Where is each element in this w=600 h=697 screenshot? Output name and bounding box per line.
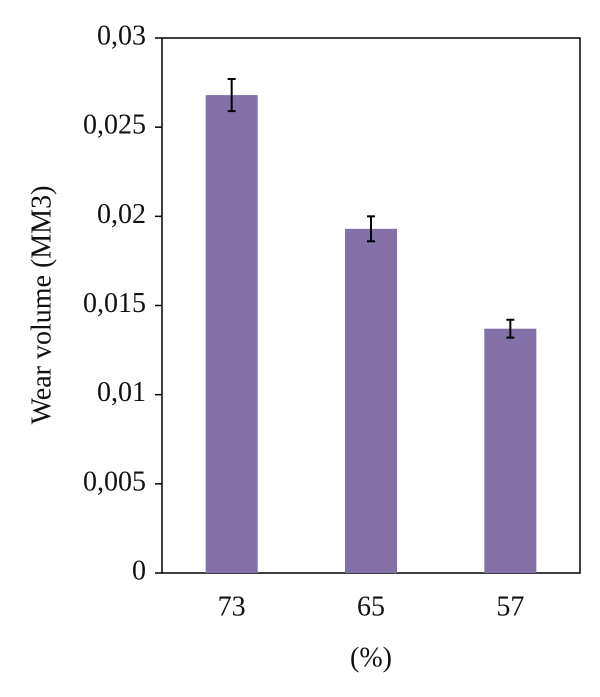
bar (205, 95, 258, 574)
x-tick-label: 57 (496, 591, 524, 622)
x-tick-label: 73 (218, 591, 246, 622)
y-tick-label: 0,005 (83, 466, 146, 497)
y-tick-label: 0,025 (83, 110, 146, 141)
x-axis-label: (%) (350, 642, 392, 673)
y-tick-label: 0 (132, 555, 146, 586)
y-axis-label: Wear volume (MM3) (26, 186, 57, 425)
y-tick-label: 0,01 (97, 377, 146, 408)
y-tick-label: 0,02 (97, 199, 146, 230)
x-tick-label: 65 (357, 591, 385, 622)
y-tick-label: 0,015 (83, 288, 146, 319)
y-tick-label: 0,03 (97, 20, 146, 51)
bar (484, 328, 537, 573)
bar (345, 228, 397, 574)
